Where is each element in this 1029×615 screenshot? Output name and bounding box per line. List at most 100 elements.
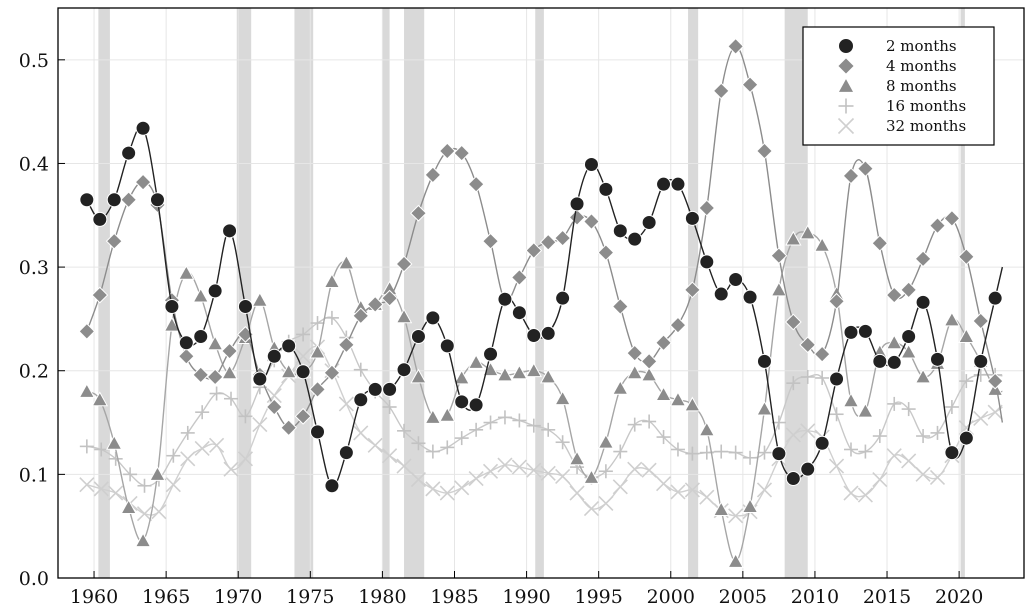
recession-band-4 [404,8,425,578]
point-0-13 [266,348,282,364]
point-3-44 [714,444,729,459]
point-3-26 [454,431,469,446]
point-1-16 [309,380,326,398]
point-0-33 [555,290,571,306]
point-3-6 [166,448,181,463]
point-4-38-b [627,461,643,477]
point-2-37 [612,379,629,395]
legend-box [802,26,995,146]
point-1-54 [856,160,874,178]
point-1-8 [192,366,210,384]
point-0-23 [410,329,426,345]
point-2-33 [554,390,571,406]
point-0-20 [367,381,383,397]
point-0-36 [598,181,614,197]
point-0-0 [79,192,95,208]
point-4-31-b [526,462,542,478]
x-tick-label-2010: 2010 [791,586,839,608]
legend-label-3: 16 months [886,97,966,115]
point-4-37-b [612,479,628,495]
point-2-53 [842,392,860,408]
point-2-38 [626,364,643,380]
y-tick-label-0: 0.0 [19,568,49,590]
legend: 2 months 4 months 8 months 16 months 32 mont… [802,26,995,146]
y-tick-label-2: 0.2 [19,361,49,383]
point-0-38 [627,231,643,247]
point-3-28 [483,415,498,430]
point-3-7 [180,425,195,440]
point-4-45 [728,508,744,524]
point-2-46 [741,498,759,513]
point-0-9 [207,283,223,299]
point-3-58 [916,429,931,444]
point-4-59 [929,469,946,486]
point-0-41 [670,176,686,192]
point-3-39 [642,414,657,429]
point-4-2 [108,485,124,501]
point-3-48 [771,415,786,430]
point-4-54 [857,487,873,503]
point-2-61 [958,328,975,343]
point-3-49 [786,376,801,391]
legend-marker-3 [838,98,854,114]
point-4-31 [526,462,542,478]
point-2-31 [525,362,542,378]
legend-label-1: 4 months [886,57,957,75]
x-tick-label-1985: 1985 [430,586,478,608]
point-2-3 [120,499,137,514]
series-3 [79,310,1003,493]
point-4-41-b [670,484,686,500]
point-3-60 [944,400,959,414]
point-4-42 [684,482,700,498]
point-4-43 [699,489,715,505]
point-1-19 [352,307,370,325]
x-tick-label-2020: 2020 [935,586,983,608]
point-2-24 [424,408,442,424]
point-4-54-b [857,487,873,503]
point-3-51 [815,370,830,385]
point-3-19 [353,362,368,377]
point-4-9 [209,437,225,453]
point-4-38 [627,461,643,477]
point-1-56 [885,286,903,304]
point-4-37 [612,479,628,495]
legend-label-2: 8 months [886,77,957,95]
point-0-22 [396,362,412,378]
point-1-1 [91,286,109,304]
point-0-42 [684,210,700,226]
point-0-12 [252,371,268,387]
point-4-29-b [497,457,513,473]
point-4-42-b [684,482,700,498]
x-tick-label-2000: 2000 [647,586,695,608]
point-1-13 [265,398,283,416]
point-4-7-b [180,451,196,467]
point-0-53 [843,324,859,340]
point-0-27 [468,397,484,413]
point-4-32-b [540,465,556,481]
legend-label-4: 32 months [886,117,966,135]
point-1-43 [698,199,716,217]
point-3-30 [512,413,527,428]
point-0-3 [121,145,137,161]
point-1-52 [828,292,845,310]
point-4-35 [583,500,600,517]
point-2-51 [813,236,831,252]
point-4-45-b [728,508,744,524]
point-3-59 [930,425,945,440]
point-0-48 [771,446,787,462]
point-4-53-b [843,485,859,501]
point-2-49 [785,230,802,246]
point-0-24 [425,310,441,326]
point-3-56 [887,396,902,411]
x-tick-label-1970: 1970 [214,586,262,608]
point-1-33 [554,229,572,247]
point-4-36 [598,495,614,511]
point-4-28-b [482,463,499,479]
point-4-21 [382,448,398,464]
point-4-36-b [598,495,614,511]
point-2-47 [756,400,773,416]
point-1-3 [120,191,138,209]
x-tick-label-1960: 1960 [70,586,118,608]
point-1-15 [294,407,312,425]
point-1-60 [943,209,961,227]
